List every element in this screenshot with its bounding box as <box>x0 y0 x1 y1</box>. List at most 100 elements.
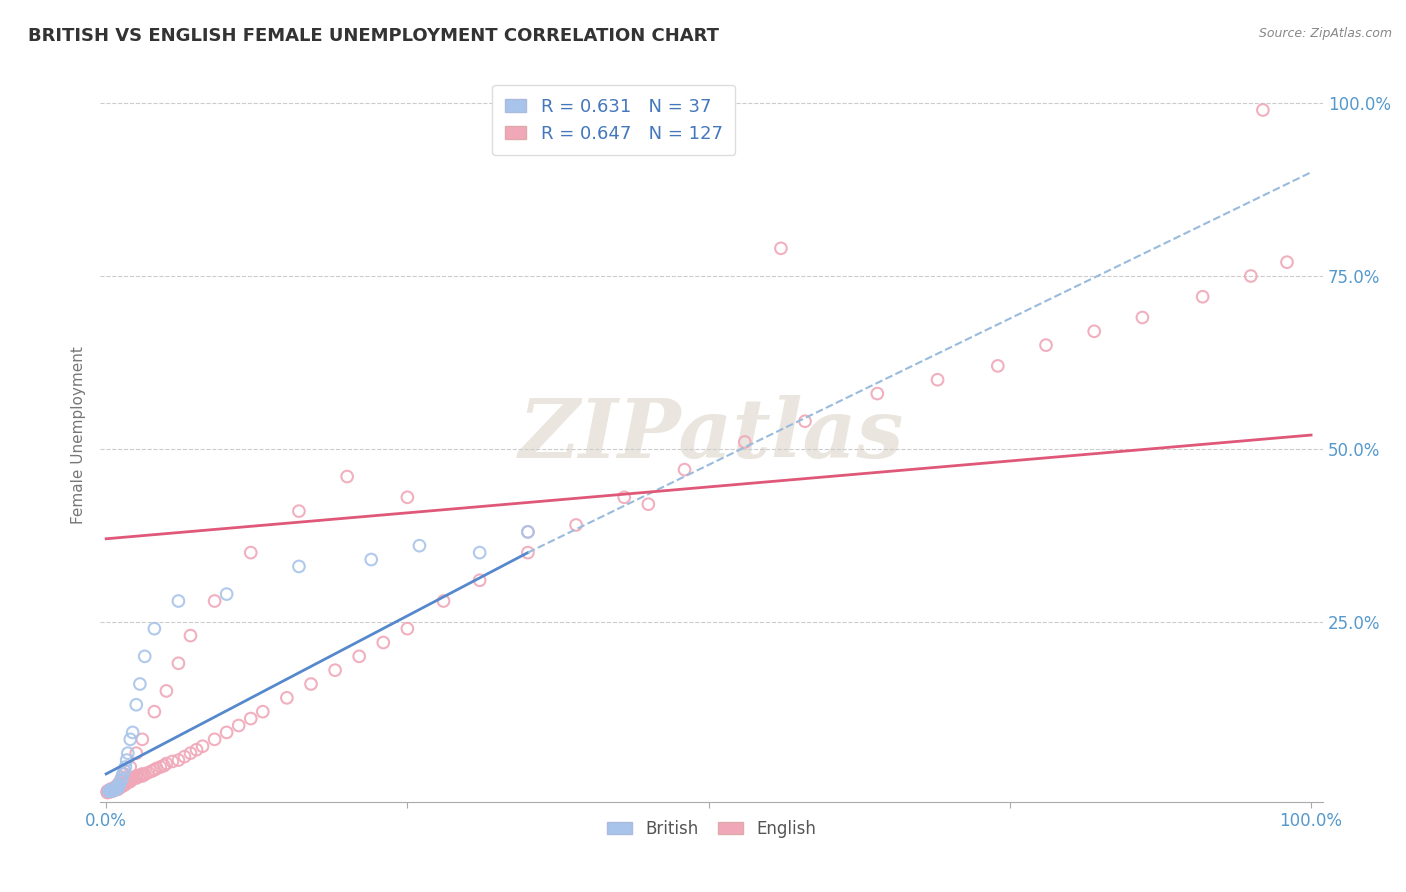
Point <box>103 783 125 797</box>
Point <box>103 781 125 796</box>
Point <box>98 782 121 797</box>
Point <box>125 746 148 760</box>
Point <box>110 773 132 788</box>
Point <box>516 524 538 539</box>
Point <box>100 782 122 797</box>
Point <box>299 677 322 691</box>
Point <box>408 539 430 553</box>
Point <box>128 677 150 691</box>
Point <box>101 782 124 797</box>
Point <box>104 781 127 796</box>
Point <box>673 462 696 476</box>
Point <box>323 663 346 677</box>
Point <box>101 784 124 798</box>
Point <box>112 767 135 781</box>
Point <box>103 783 125 797</box>
Point <box>105 782 128 797</box>
Point <box>108 776 131 790</box>
Point <box>112 764 135 778</box>
Point <box>153 758 176 772</box>
Point <box>136 765 159 780</box>
Point <box>100 784 122 798</box>
Point <box>134 649 156 664</box>
Point <box>115 753 138 767</box>
Point <box>143 763 166 777</box>
Point <box>114 775 136 789</box>
Point <box>103 782 125 797</box>
Point <box>107 780 129 794</box>
Point <box>108 777 131 791</box>
Point <box>118 773 141 788</box>
Legend: British, English: British, English <box>600 814 823 845</box>
Point <box>107 777 129 791</box>
Point <box>128 768 150 782</box>
Point <box>96 785 118 799</box>
Point <box>100 782 122 797</box>
Point <box>101 782 124 797</box>
Point <box>228 718 250 732</box>
Point <box>103 781 125 796</box>
Point <box>98 784 121 798</box>
Point <box>191 739 214 754</box>
Point <box>468 546 491 560</box>
Point <box>97 784 120 798</box>
Point <box>114 777 136 791</box>
Point <box>179 629 201 643</box>
Point <box>120 760 142 774</box>
Point <box>101 782 124 797</box>
Point <box>215 725 238 739</box>
Point <box>120 732 142 747</box>
Point <box>134 767 156 781</box>
Point <box>987 359 1010 373</box>
Point <box>131 732 153 747</box>
Point <box>131 767 153 781</box>
Point <box>104 780 127 795</box>
Point <box>1251 103 1274 117</box>
Point <box>336 469 359 483</box>
Point <box>204 594 226 608</box>
Point <box>101 783 124 797</box>
Text: ZIPatlas: ZIPatlas <box>519 395 904 475</box>
Point <box>1240 268 1263 283</box>
Point <box>204 732 226 747</box>
Point <box>103 782 125 797</box>
Point <box>110 780 132 794</box>
Point <box>108 780 131 795</box>
Point <box>125 771 148 785</box>
Point <box>215 587 238 601</box>
Point <box>112 776 135 790</box>
Point <box>107 780 129 795</box>
Text: BRITISH VS ENGLISH FEMALE UNEMPLOYMENT CORRELATION CHART: BRITISH VS ENGLISH FEMALE UNEMPLOYMENT C… <box>28 27 718 45</box>
Point <box>104 781 127 796</box>
Point <box>927 373 949 387</box>
Point <box>101 783 124 797</box>
Point <box>96 784 118 798</box>
Point <box>125 698 148 712</box>
Point <box>97 784 120 798</box>
Point <box>613 490 636 504</box>
Point <box>103 782 125 797</box>
Point <box>110 779 132 793</box>
Point <box>866 386 889 401</box>
Point <box>769 241 792 255</box>
Point <box>121 772 143 786</box>
Point <box>143 622 166 636</box>
Point <box>98 783 121 797</box>
Point <box>100 783 122 797</box>
Point <box>97 783 120 797</box>
Point <box>347 649 370 664</box>
Point <box>100 782 122 797</box>
Point <box>112 778 135 792</box>
Point <box>111 767 134 781</box>
Point <box>111 779 134 793</box>
Point <box>105 780 128 794</box>
Point <box>252 705 274 719</box>
Point <box>167 657 190 671</box>
Point <box>637 497 659 511</box>
Point <box>125 769 148 783</box>
Point <box>107 780 129 794</box>
Point <box>565 518 588 533</box>
Point <box>288 504 311 518</box>
Point <box>120 772 142 787</box>
Y-axis label: Female Unemployment: Female Unemployment <box>72 346 86 524</box>
